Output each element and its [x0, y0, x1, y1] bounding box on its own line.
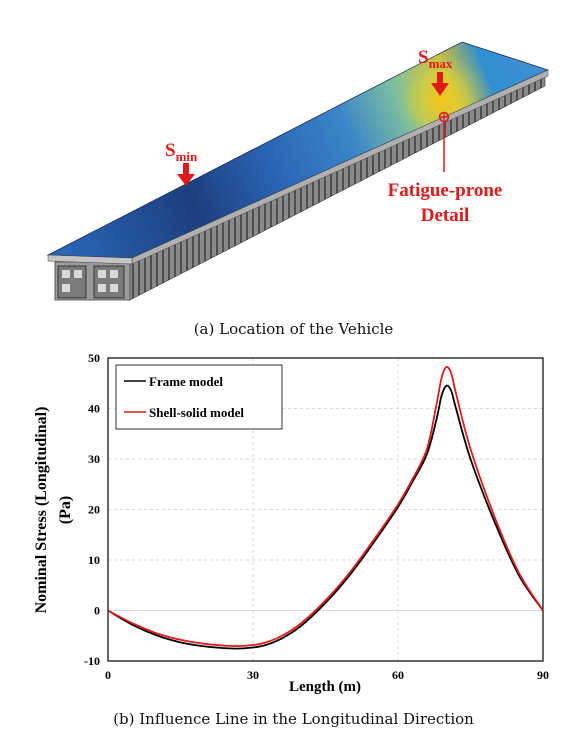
x-tick-label: 60: [392, 668, 404, 682]
chart-legend: Frame model Shell-solid model: [115, 364, 283, 430]
detail-label-line1: Fatigue-prone: [388, 180, 503, 201]
y-axis-title-line2: (Pa): [57, 496, 74, 524]
caption-b: (b) Influence Line in the Longitudinal D…: [113, 710, 474, 728]
legend-label-shell: Shell-solid model: [149, 405, 244, 420]
x-axis-title: Length (m): [289, 679, 361, 695]
y-tick-label: 0: [94, 604, 100, 618]
smin-label: Smin: [165, 140, 198, 164]
series-shell-solid-line: [107, 366, 544, 648]
y-axis-title-line1: Nominal Stress (Longitudinal): [33, 407, 50, 614]
y-tick-label: 50: [88, 351, 100, 365]
influence-line-chart: -10 0 10 20 30 40 50 0 30 60 90 Length (m) Nominal…: [33, 351, 549, 695]
plot-frame: [107, 357, 544, 662]
y-tick-label: 10: [88, 553, 100, 567]
y-tick-label: 20: [88, 503, 100, 517]
smax-marker: Smax: [418, 47, 453, 96]
bridge-model-figure: Smin Smax Fatigue-prone Detail: [46, 41, 550, 301]
detail-label-line2: Detail: [421, 205, 470, 226]
smax-label: Smax: [418, 47, 453, 71]
x-tick-label: 0: [105, 668, 111, 682]
y-tick-label: 30: [88, 452, 100, 466]
chart-grid: [108, 358, 543, 661]
x-tick-label: 90: [537, 668, 549, 682]
smax-arrow-icon: [431, 83, 449, 96]
smin-marker: Smin: [165, 140, 198, 186]
x-tick-label: 30: [247, 668, 259, 682]
series-frame-model-line: [107, 384, 544, 650]
fatigue-detail-marker: Fatigue-prone Detail: [388, 111, 503, 226]
y-tick-label: -10: [84, 654, 100, 668]
caption-a: (a) Location of the Vehicle: [193, 320, 394, 338]
legend-label-frame: Frame model: [149, 374, 223, 389]
y-tick-label: 40: [88, 402, 100, 416]
smin-arrow-icon: [177, 174, 195, 186]
